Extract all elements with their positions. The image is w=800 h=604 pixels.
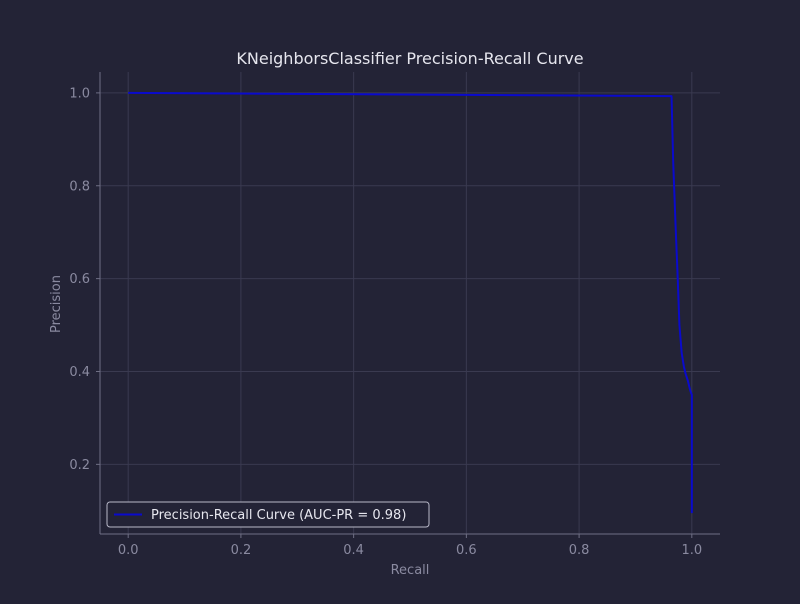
legend-label: Precision-Recall Curve (AUC-PR = 0.98)	[151, 508, 406, 523]
y-tick-label: 0.2	[69, 458, 90, 473]
x-tick-label: 0.8	[569, 543, 590, 558]
x-axis-label: Recall	[391, 563, 430, 578]
legend-box	[106, 501, 430, 528]
axis-ticks: 0.0 0.2 0.4 0.6 0.8 1.0 0.2 0.4 0.6 0.8 1.0	[69, 86, 702, 558]
grid-lines	[100, 72, 720, 534]
series-layer	[128, 91, 693, 514]
y-axis-label: Precision	[49, 275, 64, 333]
x-tick-label: 0.4	[343, 543, 364, 558]
axes-spines	[99, 72, 720, 535]
x-tick-label: 0.0	[118, 543, 139, 558]
chart-title: KNeighborsClassifier Precision-Recall Cu…	[236, 49, 583, 68]
y-tick-label: 0.8	[69, 179, 90, 194]
y-tick-label: 0.6	[69, 272, 90, 287]
legend: Precision-Recall Curve (AUC-PR = 0.98)	[106, 501, 430, 528]
pr-curve-line	[128, 91, 693, 514]
x-tick-label: 1.0	[681, 543, 702, 558]
y-tick-label: 0.4	[69, 365, 90, 380]
y-tick-label: 1.0	[69, 86, 90, 101]
x-tick-label: 0.6	[456, 543, 477, 558]
x-tick-label: 0.2	[231, 543, 252, 558]
